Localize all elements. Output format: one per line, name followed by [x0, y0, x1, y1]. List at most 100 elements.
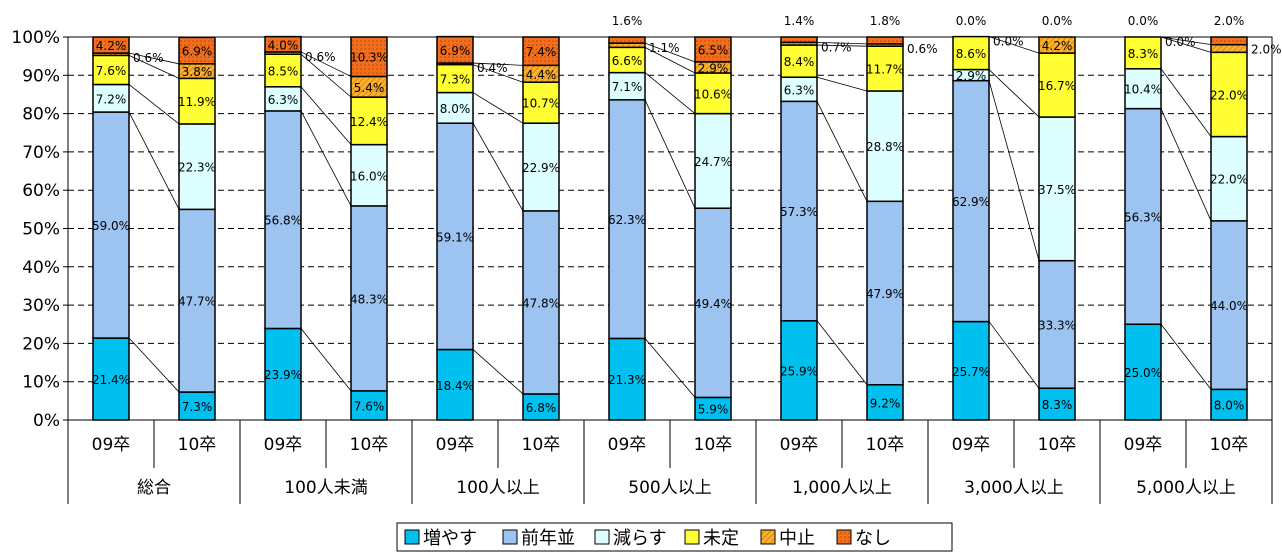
bar-segment: [608, 71, 646, 101]
connector-line: [988, 69, 1040, 118]
bar-segment: [1210, 43, 1248, 54]
bar-segment: [350, 143, 388, 207]
bar-segment: [436, 35, 474, 64]
x-tick-label: 09卒: [1124, 435, 1163, 455]
data-label: 16.0%: [350, 169, 388, 183]
data-label: 56.3%: [1124, 210, 1162, 224]
data-label: 6.3%: [784, 83, 815, 97]
connector-line: [1160, 324, 1212, 390]
data-label: 0.0%: [1128, 14, 1159, 28]
connector-line: [1160, 36, 1212, 46]
legend-swatch: [684, 529, 700, 545]
data-label: 0.0%: [1042, 14, 1073, 28]
connector-line: [644, 338, 696, 398]
data-label: 8.0%: [1214, 399, 1245, 413]
data-label: 1.8%: [870, 14, 901, 28]
x-tick-label: 09卒: [608, 435, 647, 455]
x-tick-label: 10卒: [694, 435, 733, 455]
bar-segment: [866, 90, 904, 203]
bar-segment: [694, 207, 732, 399]
x-tick-label: 10卒: [1038, 435, 1077, 455]
data-label: 4.2%: [1042, 39, 1073, 53]
bar-segment: [92, 337, 130, 421]
data-label: 22.0%: [1210, 173, 1248, 187]
data-label: 22.0%: [1210, 88, 1248, 102]
connector-line: [128, 84, 180, 125]
data-label: 6.5%: [698, 43, 729, 57]
bar-segment: [1210, 135, 1248, 222]
bar-segment: [1124, 107, 1162, 325]
data-label: 1.4%: [784, 14, 815, 28]
connector-line: [644, 46, 696, 74]
data-label: 12.4%: [350, 115, 388, 129]
x-tick-label: 09卒: [780, 435, 819, 455]
connector-line: [128, 337, 180, 393]
data-label: 37.5%: [1038, 183, 1076, 197]
y-tick-label: 20%: [22, 334, 60, 354]
connector-line: [988, 321, 1040, 389]
data-label: 0.0%: [956, 14, 987, 28]
connector-line: [816, 76, 868, 92]
data-label: 0.0%: [1165, 35, 1196, 49]
data-label: 25.0%: [1124, 366, 1162, 380]
bar-segment: [1124, 36, 1162, 70]
y-tick-label: 0%: [33, 411, 60, 431]
bar-segment: [92, 36, 130, 54]
x-tick-label: 09卒: [952, 435, 991, 455]
bar-segment: [264, 327, 302, 421]
data-label: 7.6%: [96, 64, 127, 78]
connector-line: [1160, 108, 1212, 222]
connector-line: [128, 111, 180, 210]
data-label: 16.7%: [1038, 79, 1076, 93]
connector-line: [472, 122, 524, 212]
bar-segment: [780, 36, 818, 44]
bar-segment: [952, 35, 990, 71]
data-label: 0.6%: [907, 42, 938, 56]
data-label: 5.4%: [354, 81, 385, 95]
connector-line: [816, 44, 868, 47]
bar-segment: [694, 72, 732, 115]
bar-segment: [866, 384, 904, 421]
x-group-label: 3,000人以上: [964, 478, 1064, 498]
bar-segment: [1038, 259, 1076, 389]
bar-segment: [780, 76, 818, 103]
connector-line: [816, 320, 868, 386]
connector-line: [472, 62, 524, 66]
y-tick-label: 80%: [22, 105, 60, 125]
data-label: 10.6%: [694, 87, 732, 101]
y-tick-label: 40%: [22, 258, 60, 278]
bar-segment: [1210, 388, 1248, 421]
x-tick-label: 10卒: [350, 435, 389, 455]
data-label: 5.9%: [698, 403, 729, 417]
bar-segment: [1038, 52, 1076, 118]
bar-segment: [522, 81, 560, 124]
legend-label: 減らす: [613, 528, 667, 549]
data-label: 0.6%: [133, 51, 164, 65]
connector-line: [472, 349, 524, 395]
x-group-label: 100人未満: [284, 478, 367, 498]
bar-segment: [608, 337, 646, 421]
y-tick-label: 70%: [22, 143, 60, 163]
data-label: 7.3%: [182, 400, 213, 414]
data-label: 10.4%: [1124, 83, 1162, 97]
data-label: 47.9%: [866, 287, 904, 301]
bar-segment: [522, 393, 560, 421]
connector-line: [128, 55, 180, 79]
data-label: 49.4%: [694, 297, 732, 311]
bar-segment: [436, 122, 474, 351]
x-tick-label: 09卒: [92, 435, 131, 455]
data-label: 21.3%: [608, 373, 646, 387]
bar-segment: [694, 36, 732, 63]
connector-line: [472, 92, 524, 124]
data-label: 56.8%: [264, 214, 302, 228]
data-label: 4.0%: [268, 38, 299, 52]
legend-label: 中止: [779, 528, 815, 549]
data-label: 6.8%: [526, 401, 557, 415]
data-label: 11.7%: [866, 63, 904, 77]
data-label: 8.3%: [1128, 47, 1159, 61]
x-tick-label: 10卒: [866, 435, 905, 455]
data-label: 62.3%: [608, 213, 646, 227]
bar-segment: [92, 83, 130, 113]
data-label: 2.0%: [1214, 14, 1245, 28]
